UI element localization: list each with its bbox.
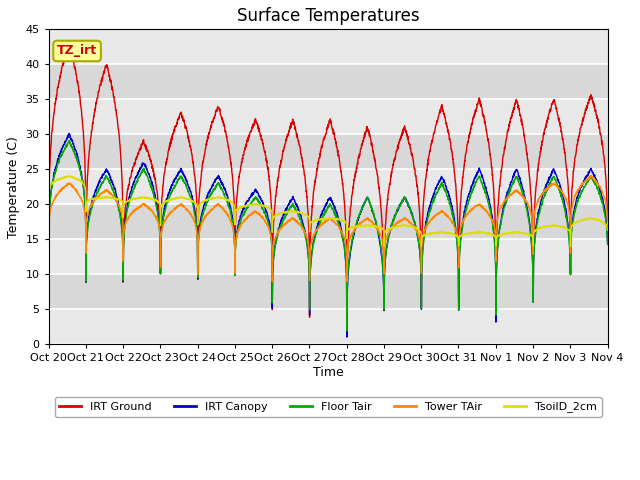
IRT Ground [345, 231, 353, 237]
TsoilD_2cm [570, 221, 578, 227]
TsoilD_2cm [356, 224, 364, 229]
Floor Tair [357, 207, 365, 213]
IRT Ground [555, 117, 563, 123]
Bar [49, 274, 607, 309]
TsoilD_2cm [45, 208, 52, 214]
IRT Canopy [45, 258, 52, 264]
TsoilD_2cm [604, 228, 611, 233]
Tower TAir [45, 250, 52, 255]
IRT Ground [604, 216, 611, 222]
IRT Ground [65, 40, 73, 46]
Floor Tair [555, 185, 563, 191]
Bar [49, 64, 607, 99]
Tower TAir [201, 215, 209, 221]
TsoilD_2cm [201, 197, 209, 203]
Title: Surface Temperatures: Surface Temperatures [237, 7, 419, 25]
Line: TsoilD_2cm: TsoilD_2cm [49, 176, 607, 247]
Tower TAir [554, 186, 562, 192]
Tower TAir [587, 172, 595, 178]
IRT Canopy [343, 334, 351, 340]
IRT Ground [343, 334, 351, 339]
IRT Canopy [491, 242, 499, 248]
Floor Tair [45, 250, 52, 255]
X-axis label: Time: Time [313, 366, 344, 379]
IRT Canopy [65, 131, 73, 137]
Line: Tower TAir: Tower TAir [49, 175, 607, 282]
Bar [49, 204, 607, 239]
IRT Ground [570, 164, 578, 169]
Y-axis label: Temperature (C): Temperature (C) [7, 136, 20, 238]
Floor Tair [604, 241, 611, 247]
Line: IRT Canopy: IRT Canopy [49, 134, 607, 337]
IRT Canopy [201, 201, 209, 207]
Tower TAir [570, 197, 578, 203]
Floor Tair [491, 246, 499, 252]
Tower TAir [356, 221, 364, 227]
Floor Tair [343, 328, 351, 334]
IRT Canopy [570, 207, 578, 213]
Tower TAir [604, 218, 611, 224]
TsoilD_2cm [491, 233, 499, 239]
IRT Canopy [555, 180, 563, 185]
IRT Ground [201, 151, 209, 156]
Legend: IRT Ground, IRT Canopy, Floor Tair, Tower TAir, TsoilD_2cm: IRT Ground, IRT Canopy, Floor Tair, Towe… [54, 397, 602, 417]
IRT Canopy [604, 239, 611, 245]
IRT Canopy [357, 209, 365, 215]
Tower TAir [344, 241, 352, 247]
IRT Canopy [345, 264, 353, 270]
Floor Tair [345, 261, 353, 266]
Tower TAir [491, 228, 499, 233]
TsoilD_2cm [566, 244, 574, 250]
Floor Tair [201, 207, 209, 213]
TsoilD_2cm [554, 223, 562, 228]
Floor Tair [570, 212, 578, 217]
IRT Ground [491, 211, 499, 216]
Line: IRT Ground: IRT Ground [49, 43, 607, 336]
Bar [49, 134, 607, 169]
TsoilD_2cm [66, 173, 74, 179]
IRT Ground [357, 145, 365, 151]
Floor Tair [65, 138, 73, 144]
TsoilD_2cm [344, 226, 352, 232]
IRT Ground [45, 258, 52, 264]
Text: TZ_irt: TZ_irt [57, 45, 97, 58]
Line: Floor Tair: Floor Tair [49, 141, 607, 331]
Tower TAir [343, 279, 351, 285]
